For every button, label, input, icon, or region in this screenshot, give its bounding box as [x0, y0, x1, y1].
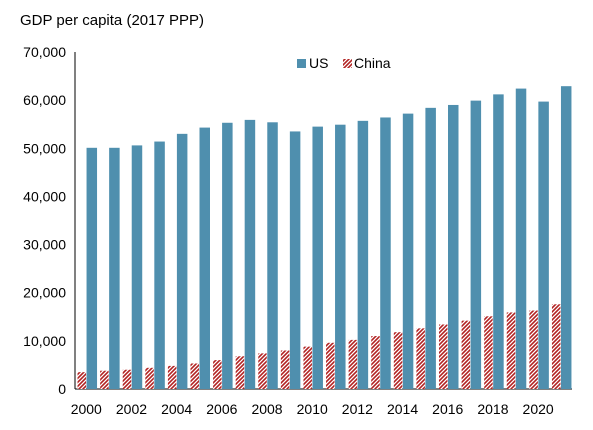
- bar-china-2018: [484, 316, 493, 389]
- bar-china-2019: [506, 312, 516, 389]
- y-tick-label: 0: [58, 381, 66, 397]
- bar-china-2020: [529, 310, 538, 389]
- bar-us-2014: [402, 113, 414, 389]
- bar-us-2017: [470, 100, 482, 390]
- bar-us-2004: [176, 133, 188, 389]
- x-tick-label: 2006: [206, 401, 237, 417]
- bar-us-2006: [222, 122, 233, 390]
- bar-us-2007: [244, 119, 256, 389]
- legend-swatch-china: [343, 59, 352, 68]
- legend-swatch-us: [297, 59, 306, 68]
- bar-china-2004: [167, 365, 177, 389]
- chart-title: GDP per capita (2017 PPP): [20, 12, 204, 29]
- bar-us-2009: [289, 131, 301, 389]
- bar-us-2013: [380, 117, 391, 389]
- x-tick-label: 2014: [387, 401, 418, 417]
- bar-us-2012: [357, 120, 369, 389]
- bar-china-2009: [280, 350, 290, 389]
- y-tick-label: 50,000: [23, 140, 66, 156]
- y-tick-label: 30,000: [23, 237, 66, 253]
- plot-area: 0 10,000 20,000 30,000 40,000 50,000 60,000 70,…: [23, 44, 572, 417]
- bar-china-2002: [122, 369, 132, 389]
- x-tick-label: 2016: [432, 401, 463, 417]
- x-tick-label: 2012: [342, 401, 373, 417]
- bar-us-2020: [538, 101, 549, 389]
- bar-us-2018: [493, 94, 504, 389]
- bar-china-2010: [303, 346, 312, 389]
- bar-us-2005: [199, 127, 210, 389]
- bar-us-2001: [109, 147, 120, 389]
- bar-us-2010: [312, 126, 323, 389]
- bar-china-2017: [461, 320, 471, 389]
- y-tick-label: 70,000: [23, 44, 66, 60]
- legend-label-us: US: [309, 55, 328, 71]
- bar-us-2021: [560, 86, 572, 389]
- bar-china-2011: [326, 342, 335, 389]
- bar-china-2001: [100, 370, 109, 389]
- bar-china-2007: [235, 356, 245, 389]
- x-tick-label: 2004: [161, 401, 192, 417]
- x-tick-label: 2020: [523, 401, 554, 417]
- y-tick-label: 10,000: [23, 333, 66, 349]
- bar-china-2014: [393, 332, 403, 389]
- x-tick-label: 2000: [71, 401, 102, 417]
- bar-china-2006: [213, 360, 222, 389]
- bar-china-2000: [77, 372, 87, 389]
- bar-china-2015: [416, 328, 425, 389]
- y-tick-label: 60,000: [23, 92, 66, 108]
- bar-china-2021: [551, 304, 561, 389]
- bar-china-2005: [190, 363, 199, 389]
- bar-us-2002: [131, 145, 143, 389]
- bar-china-2016: [439, 324, 448, 389]
- x-tick-label: 2008: [251, 401, 282, 417]
- legend-label-china: China: [354, 55, 391, 71]
- bar-us-2019: [515, 88, 527, 390]
- bar-us-2000: [86, 147, 98, 389]
- bar-us-2011: [335, 124, 346, 390]
- x-tick-label: 2010: [297, 401, 328, 417]
- bar-us-2003: [154, 141, 165, 389]
- x-tick-label: 2002: [116, 401, 147, 417]
- bar-us-2008: [267, 122, 278, 389]
- bar-china-2003: [145, 367, 154, 389]
- bar-us-2016: [448, 104, 459, 389]
- bar-us-2015: [425, 107, 436, 390]
- x-tick-label: 2018: [477, 401, 508, 417]
- y-tick-label: 40,000: [23, 188, 66, 204]
- bar-china-2013: [371, 336, 380, 389]
- y-tick-label: 20,000: [23, 285, 66, 301]
- bar-china-2012: [348, 339, 358, 389]
- bar-china-2008: [258, 353, 267, 389]
